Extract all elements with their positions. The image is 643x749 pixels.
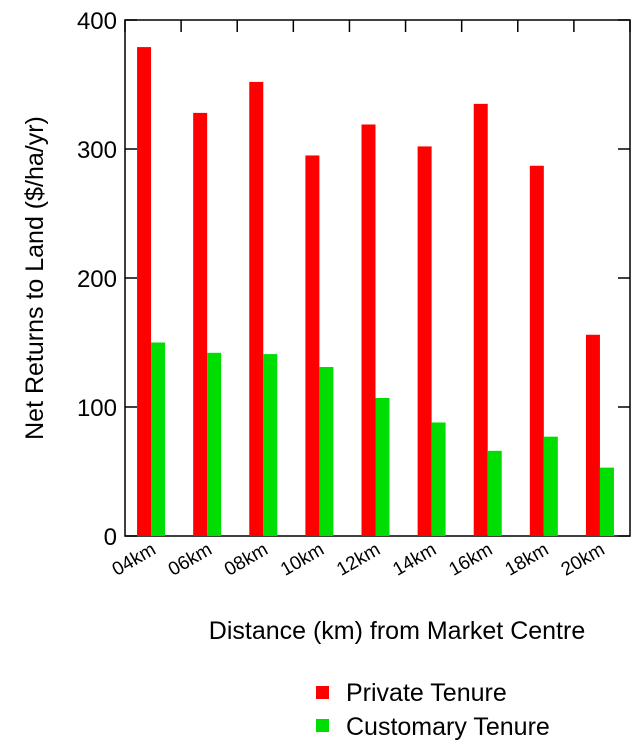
bar-customary-14km [431, 422, 446, 536]
legend-swatch-customary [316, 719, 329, 732]
y-tick-label: 400 [77, 8, 117, 35]
bar-customary-20km [599, 467, 614, 536]
x-tick-label: 12km [333, 539, 384, 580]
bar-customary-08km [263, 354, 278, 536]
bar-customary-04km [151, 342, 166, 536]
y-tick-label: 200 [77, 266, 117, 293]
x-tick-label: 18km [502, 539, 553, 580]
bar-customary-12km [375, 397, 390, 536]
y-tick-label: 0 [104, 524, 117, 551]
y-tick-labels: 0 100 200 300 400 [77, 8, 117, 551]
bar-customary-16km [487, 450, 502, 536]
bar-private-04km [137, 47, 152, 537]
x-tick-label: 08km [221, 539, 272, 580]
bar-private-10km [305, 155, 320, 536]
bar-private-16km [473, 103, 488, 536]
axis-ticks [124, 19, 631, 537]
x-tick-label: 16km [445, 539, 496, 580]
y-tick-label: 100 [77, 395, 117, 422]
bar-private-18km [529, 165, 544, 536]
bars [137, 47, 614, 537]
x-tick-label: 10km [277, 539, 328, 580]
legend-label-customary: Customary Tenure [346, 713, 550, 741]
legend: Private Tenure Customary Tenure [316, 679, 550, 741]
x-tick-label: 14km [389, 539, 440, 580]
x-tick-labels: 04km 06km 08km 10km 12km 14km 16km 18km 20km [109, 539, 609, 580]
legend-label-private: Private Tenure [346, 679, 507, 707]
y-axis-title: Net Returns to Land ($/ha/yr) [21, 116, 49, 440]
plot-area [124, 19, 631, 537]
x-tick-label: 20km [558, 539, 609, 580]
x-axis-title: Distance (km) from Market Centre [209, 617, 585, 645]
legend-swatch-private [316, 686, 329, 699]
bar-customary-10km [319, 367, 334, 536]
y-tick-label: 300 [77, 137, 117, 164]
bar-private-20km [585, 334, 600, 536]
bar-private-12km [361, 124, 376, 537]
bar-private-06km [193, 112, 208, 536]
x-tick-label: 06km [165, 539, 216, 580]
bar-private-14km [417, 146, 432, 537]
bar-customary-06km [207, 352, 222, 536]
bar-private-08km [249, 81, 264, 537]
bar-customary-18km [543, 436, 558, 536]
